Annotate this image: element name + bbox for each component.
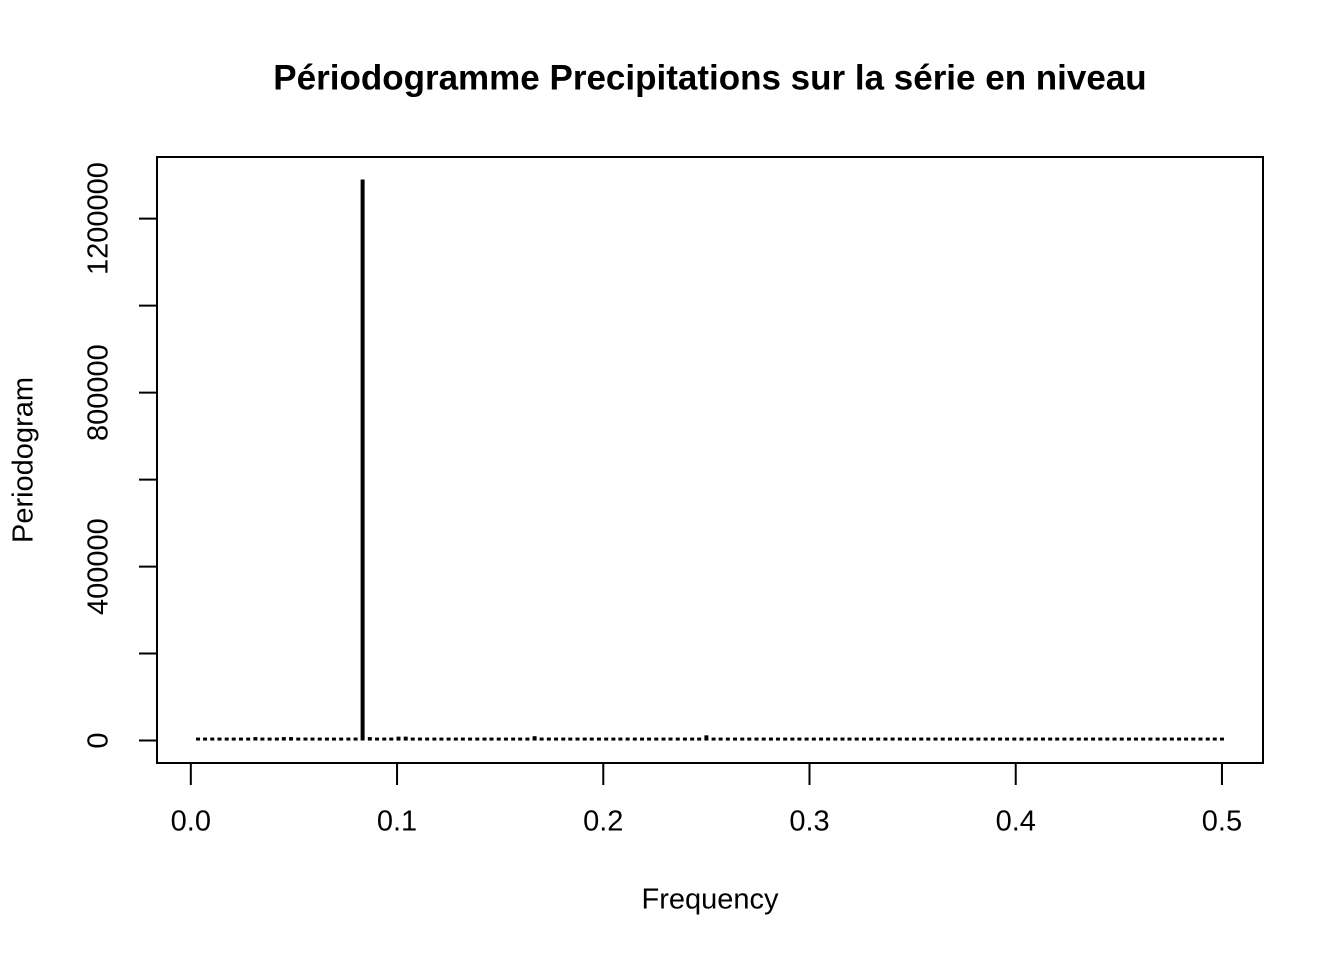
x-axis-label: Frequency xyxy=(641,884,779,916)
y-tick-label: 400000 xyxy=(83,518,115,615)
y-tick-label: 800000 xyxy=(83,344,115,441)
x-tick-label: 0.2 xyxy=(583,806,623,838)
y-tick-label: 0 xyxy=(83,732,115,748)
y-axis-label: Periodogram xyxy=(8,377,40,543)
x-tick-label: 0.5 xyxy=(1202,806,1242,838)
x-tick-label: 0.0 xyxy=(171,806,211,838)
chart-title: Périodogramme Precipitations sur la séri… xyxy=(273,58,1146,97)
y-tick-label: 1200000 xyxy=(83,162,115,275)
x-tick-label: 0.4 xyxy=(996,806,1036,838)
x-tick-label: 0.3 xyxy=(789,806,829,838)
x-tick-label: 0.1 xyxy=(377,806,417,838)
plot-box xyxy=(156,156,1264,764)
